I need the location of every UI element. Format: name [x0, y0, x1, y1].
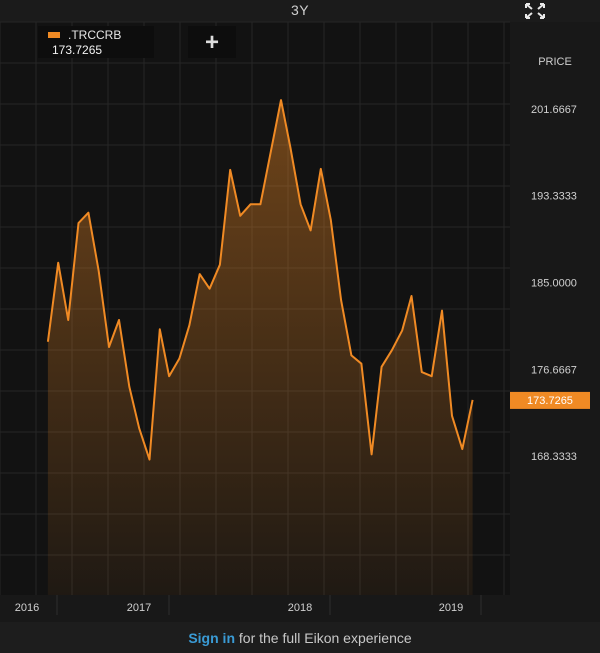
legend-last-value: 173.7265 — [52, 43, 103, 57]
y-axis: 168.3333 176.6667 185.0000 193.3333 201.6667 — [531, 104, 577, 463]
y-tick-label: 168.3333 — [531, 451, 577, 463]
price-axis-title: PRICE — [538, 56, 572, 68]
last-value-label: 173.7265 — [527, 395, 573, 407]
legend-swatch — [48, 32, 60, 38]
x-tick-label: 2018 — [288, 602, 312, 614]
price-chart[interactable]: 168.3333 176.6667 185.0000 193.3333 201.6667… — [0, 0, 600, 620]
legend[interactable]: .TRCCRB 173.7265 — [38, 26, 154, 58]
y-tick-label: 193.3333 — [531, 191, 577, 203]
series-area — [47, 100, 473, 595]
x-tick-label: 2016 — [15, 602, 39, 614]
series-line — [46, 99, 474, 461]
last-value-badge: 173.7265 — [510, 391, 590, 409]
time-range-label[interactable]: 3Y — [290, 2, 310, 18]
add-series-button[interactable]: + — [188, 26, 236, 58]
top-bar — [0, 0, 600, 22]
x-tick-label: 2019 — [439, 602, 463, 614]
x-tick-label: 2017 — [127, 602, 151, 614]
plus-icon: + — [204, 29, 219, 56]
y-tick-label: 176.6667 — [531, 364, 577, 376]
signin-link[interactable]: Sign in — [188, 630, 235, 646]
x-axis: 2016 2017 2018 2019 — [15, 595, 482, 615]
signin-text: for the full Eikon experience — [235, 630, 412, 646]
expand-icon[interactable] — [524, 3, 546, 19]
y-tick-label: 201.6667 — [531, 104, 577, 116]
bottom-bar — [0, 622, 600, 653]
signin-banner: Sign in for the full Eikon experience — [0, 630, 600, 646]
last-value-box — [510, 391, 590, 409]
series-area-fill — [47, 100, 473, 595]
legend-symbol: .TRCCRB — [68, 28, 122, 42]
y-tick-label: 185.0000 — [531, 277, 577, 289]
